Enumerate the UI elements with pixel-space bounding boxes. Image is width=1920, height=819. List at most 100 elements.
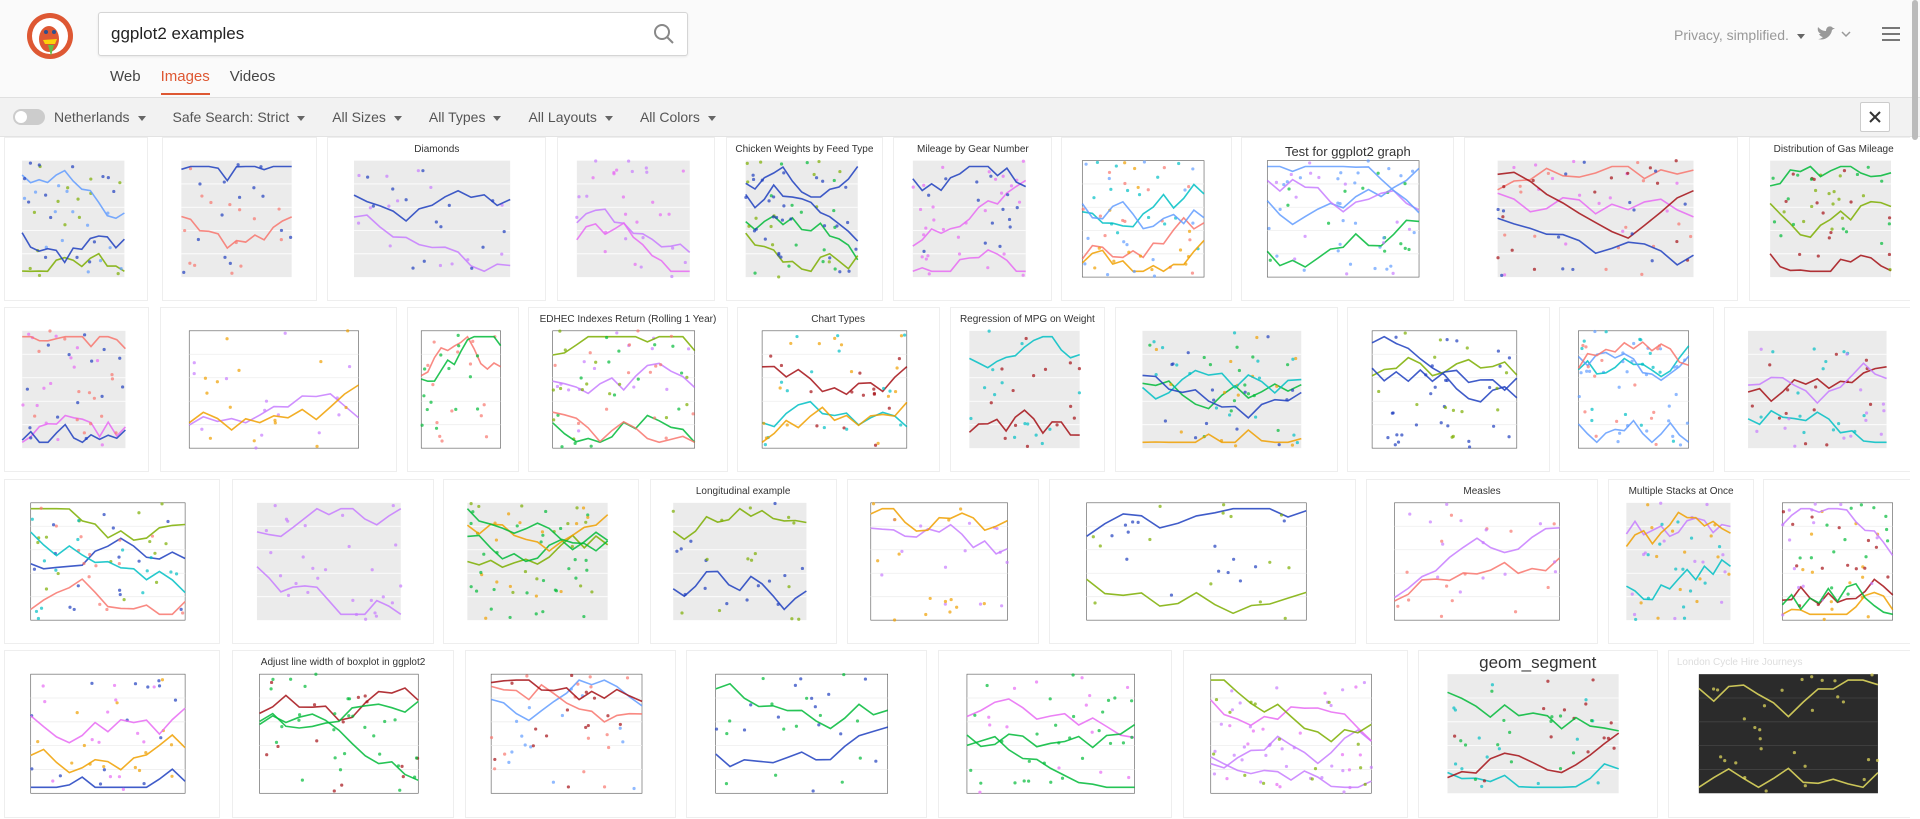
image-thumbnail[interactable] (443, 479, 639, 643)
thumbnail-graphic (1747, 331, 1888, 449)
image-thumbnail[interactable] (1050, 479, 1356, 643)
image-thumbnail[interactable] (1062, 138, 1232, 300)
filters: Netherlands Safe Search: Strict All Sizes… (13, 109, 716, 125)
thumbnail-graphic (29, 674, 186, 794)
thumbnail-graphic (1769, 160, 1892, 278)
thumbnail-graphic (30, 502, 186, 621)
tagline[interactable]: Privacy, simplified. (1674, 27, 1805, 43)
image-thumbnail[interactable]: Diamonds (328, 138, 546, 300)
image-thumbnail[interactable] (1465, 138, 1738, 300)
thumbnail-graphic (256, 502, 403, 621)
thumbnail-caption: geom_segment (1479, 653, 1597, 673)
thumbnail-caption: Test for ggplot2 graph (1284, 144, 1411, 159)
thumbnail-graphic (552, 329, 696, 449)
image-thumbnail[interactable] (557, 138, 715, 300)
thumbnail-graphic (1625, 501, 1731, 621)
search-query[interactable]: ggplot2 examples (111, 24, 245, 43)
image-thumbnail[interactable]: London Cycle Hire Journeys (1668, 651, 1910, 817)
thumbnail-graphic (671, 501, 807, 621)
image-thumbnail[interactable] (1559, 308, 1713, 472)
tabs: Web Images Videos (110, 68, 275, 95)
thumbnail-graphic (1577, 330, 1690, 449)
filter-dropdown[interactable]: All Layouts (528, 109, 612, 125)
thumbnail-graphic (1142, 331, 1302, 449)
image-thumbnail[interactable] (1347, 308, 1549, 472)
thumbnail-caption: Chart Types (811, 314, 865, 326)
region-filter[interactable]: Netherlands (54, 109, 146, 125)
image-thumbnail[interactable] (4, 138, 148, 300)
image-thumbnail[interactable] (4, 651, 220, 817)
image-thumbnail[interactable] (160, 308, 396, 472)
thumbnail-graphic (1267, 159, 1421, 278)
filter-dropdown[interactable]: All Types (429, 109, 502, 125)
twitter-icon[interactable] (1816, 25, 1852, 45)
filter-dropdown[interactable]: All Sizes (332, 109, 402, 125)
thumbnail-graphic (965, 673, 1135, 795)
image-thumbnail[interactable] (4, 308, 149, 472)
thumbnail-caption: Distribution of Gas Mileage (1773, 144, 1894, 155)
thumbnail-graphic (466, 501, 608, 620)
thumbnail-graphic (1209, 674, 1373, 794)
tab[interactable]: Web (110, 68, 141, 85)
header: ggplot2 examples Web Images Videos Privacy… (0, 0, 1920, 98)
image-thumbnail[interactable]: Regression of MPG on Weight (950, 308, 1104, 472)
thumbnail-graphic (761, 330, 908, 449)
image-thumbnail[interactable]: Mileage by Gear Number (894, 138, 1052, 300)
image-grid: Diamonds Chicken Weights by Feed Type Mile… (0, 136, 1910, 819)
thumbnail-graphic (1447, 674, 1620, 794)
thumbnail-caption: London Cycle Hire Journeys (1676, 657, 1803, 669)
thumbnail-graphic (420, 330, 502, 449)
image-thumbnail[interactable] (847, 479, 1038, 643)
scrollbar[interactable] (1912, 0, 1918, 140)
thumbnail-graphic (715, 673, 889, 794)
filter-bar: Netherlands Safe Search: Strict All Sizes… (0, 98, 1920, 137)
thumbnail-graphic (181, 160, 293, 278)
filter-dropdown[interactable]: All Colors (640, 109, 716, 125)
image-thumbnail[interactable] (4, 479, 220, 643)
image-thumbnail[interactable] (1764, 479, 1910, 643)
thumbnail-graphic (1781, 502, 1894, 621)
image-thumbnail[interactable] (1725, 308, 1910, 472)
image-thumbnail[interactable] (1183, 651, 1407, 817)
tab[interactable]: Images (160, 68, 210, 95)
image-thumbnail[interactable] (938, 651, 1172, 817)
search-box[interactable]: ggplot2 examples (98, 12, 688, 56)
thumbnail-graphic (188, 329, 359, 450)
thumbnail-caption: Mileage by Gear Number (917, 144, 1029, 155)
image-thumbnail[interactable]: Test for ggplot2 graph (1242, 138, 1454, 300)
image-thumbnail[interactable] (687, 651, 927, 817)
thumbnail-graphic (1698, 673, 1879, 794)
image-thumbnail[interactable]: Longitudinal example (650, 479, 836, 643)
thumbnail-graphic (1081, 160, 1205, 278)
search-icon[interactable] (653, 23, 675, 45)
image-thumbnail[interactable]: Multiple Stacks at Once (1608, 479, 1754, 643)
image-thumbnail[interactable] (408, 308, 519, 472)
image-thumbnail[interactable]: Chart Types (737, 308, 939, 472)
image-thumbnail[interactable]: geom_segment (1418, 651, 1657, 817)
image-thumbnail[interactable]: Distribution of Gas Mileage (1749, 138, 1910, 300)
image-thumbnail[interactable] (232, 479, 433, 643)
image-thumbnail[interactable] (465, 651, 676, 817)
thumbnail-graphic (1086, 502, 1307, 621)
image-thumbnail[interactable]: EDHEC Indexes Return (Rolling 1 Year) (529, 308, 727, 472)
image-thumbnail[interactable]: Adjust line width of boxplot in ggplot2 (232, 651, 454, 817)
image-thumbnail[interactable] (162, 138, 317, 300)
close-filters[interactable] (1860, 102, 1890, 132)
thumbnail-caption: Diamonds (414, 144, 460, 155)
thumbnail-graphic (912, 159, 1027, 278)
image-thumbnail[interactable] (1116, 308, 1337, 472)
thumbnail-caption: Longitudinal example (695, 485, 791, 497)
thumbnail-caption: Regression of MPG on Weight (959, 314, 1095, 326)
menu-icon[interactable] (1882, 26, 1900, 42)
region-toggle[interactable] (13, 109, 45, 125)
thumbnail-graphic (968, 329, 1081, 449)
logo[interactable] (26, 12, 74, 60)
filter-dropdown[interactable]: Safe Search: Strict (173, 109, 306, 125)
tab[interactable]: Videos (229, 68, 276, 85)
image-thumbnail[interactable]: Chicken Weights by Feed Type (726, 138, 883, 300)
image-thumbnail[interactable]: Measles (1367, 479, 1597, 643)
thumbnail-graphic (21, 329, 126, 449)
thumbnail-caption: Multiple Stacks at Once (1628, 485, 1734, 497)
thumbnail-graphic (354, 160, 511, 278)
